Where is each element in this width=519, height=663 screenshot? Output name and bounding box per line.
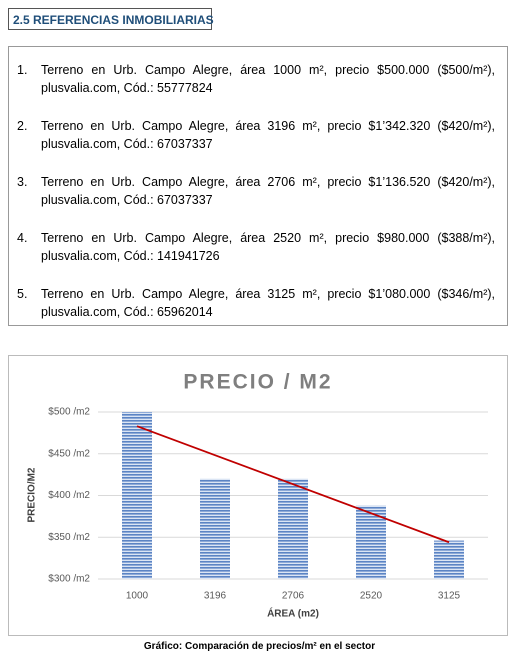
y-tick-label: $500 /m2 [48,407,90,418]
reference-number: 3. [17,175,28,189]
y-tick-label: $450 /m2 [48,448,90,459]
reference-item: 5. Terreno en Urb. Campo Alegre, área 312… [17,285,495,321]
chart: PRECIO / M2 ÁREA (m2) PRECIO/M2 $300 /m2… [27,371,488,620]
reference-text: Terreno en Urb. Campo Alegre, área 2706 … [41,175,495,207]
reference-number: 4. [17,231,28,245]
reference-item: 3. Terreno en Urb. Campo Alegre, área 270… [17,173,495,209]
reference-text: Terreno en Urb. Campo Alegre, área 3125 … [41,287,495,319]
y-tick-label: $400 /m2 [48,490,90,501]
bar [200,478,230,579]
bar [122,412,152,579]
chart-frame [8,355,508,636]
x-tick-label: 1000 [126,591,149,602]
x-tick-label: 3196 [204,591,227,602]
section-title: 2.5 REFERENCIAS INMOBILIARIAS [8,8,214,30]
x-tick-label: 3125 [438,591,461,602]
reference-item: 1. Terreno en Urb. Campo Alegre, área 100… [17,61,495,97]
y-tick-label: $350 /m2 [48,532,90,543]
reference-number: 5. [17,287,28,301]
reference-number: 1. [17,63,28,77]
x-axis-label: ÁREA (m2) [267,607,319,620]
reference-text: Terreno en Urb. Campo Alegre, área 2520 … [41,231,495,263]
reference-item: 4. Terreno en Urb. Campo Alegre, área 252… [17,229,495,265]
reference-list: 1. Terreno en Urb. Campo Alegre, área 100… [8,46,508,326]
trendline [136,425,450,544]
x-tick-label: 2706 [282,591,305,602]
reference-number: 2. [17,119,28,133]
caption: Gráfico: Comparación de precios/m² en el… [143,641,376,652]
bar [434,540,464,579]
reference-item: 2. Terreno en Urb. Campo Alegre, área 319… [17,117,495,153]
bar [278,478,308,579]
reference-text: Terreno en Urb. Campo Alegre, área 3196 … [41,119,495,151]
y-tick-label: $300 /m2 [48,574,90,585]
y-axis-label: PRECIO/M2 [27,467,38,522]
x-tick-label: 2520 [360,591,383,602]
chart-title: PRECIO / M2 [183,371,332,394]
reference-text: Terreno en Urb. Campo Alegre, área 1000 … [41,63,495,95]
